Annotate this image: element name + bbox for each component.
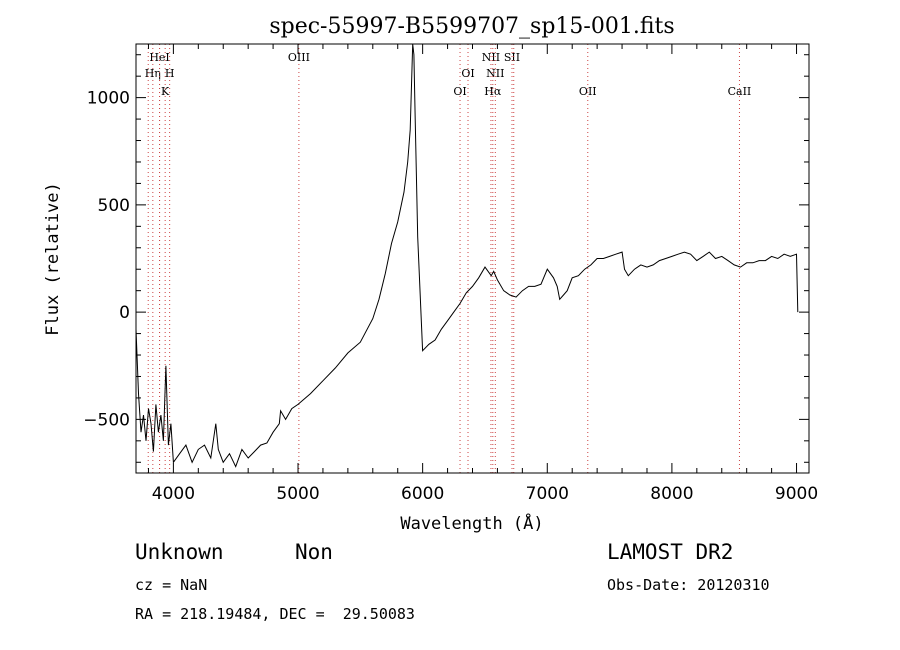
y-tick-label: 500: [98, 196, 130, 216]
line-label: Hα: [484, 85, 502, 98]
chart-title: spec-55997-B5599707_sp15-001.fits: [269, 14, 674, 39]
x-tick-label: 8000: [650, 484, 693, 504]
observation-date: Obs-Date: 20120310: [607, 576, 770, 594]
survey-name: LAMOST DR2: [607, 540, 733, 564]
redshift-readout: cz = NaN: [135, 576, 207, 594]
x-tick-label: 9000: [775, 484, 818, 504]
line-label: H: [165, 67, 175, 80]
spectrum-series: [135, 43, 799, 468]
plot-frame: [135, 43, 810, 474]
line-label: OI: [461, 67, 474, 80]
line-label: Hη: [145, 67, 161, 80]
x-axis-label: Wavelength (Å): [400, 512, 543, 534]
line-label: NII: [486, 67, 504, 80]
line-label: OII: [579, 85, 597, 98]
axis-ticks: 4000 5000 6000 7000 8000 9000 −500 0 500 1000: [83, 44, 818, 504]
y-tick-label: 0: [119, 303, 130, 323]
line-label: OIII: [288, 51, 310, 64]
line-label: K: [161, 85, 170, 98]
plot-border: [135, 43, 810, 474]
x-tick-label: 5000: [276, 484, 319, 504]
line-label: SII: [504, 51, 520, 64]
subclass: Non: [295, 540, 333, 564]
line-label: NII: [482, 51, 500, 64]
line-label: CaII: [728, 85, 752, 98]
y-tick-label: −500: [83, 410, 130, 430]
object-type: Unknown: [135, 540, 224, 564]
coordinates-readout: RA = 218.19484, DEC = 29.50083: [135, 605, 415, 623]
y-axis-label: Flux (relative): [43, 182, 63, 336]
x-tick-label: 4000: [152, 484, 195, 504]
x-tick-label: 6000: [401, 484, 444, 504]
line-label: OI: [453, 85, 466, 98]
spectrum-line: [135, 43, 799, 468]
y-tick-label: 1000: [87, 89, 130, 109]
x-tick-label: 7000: [526, 484, 569, 504]
